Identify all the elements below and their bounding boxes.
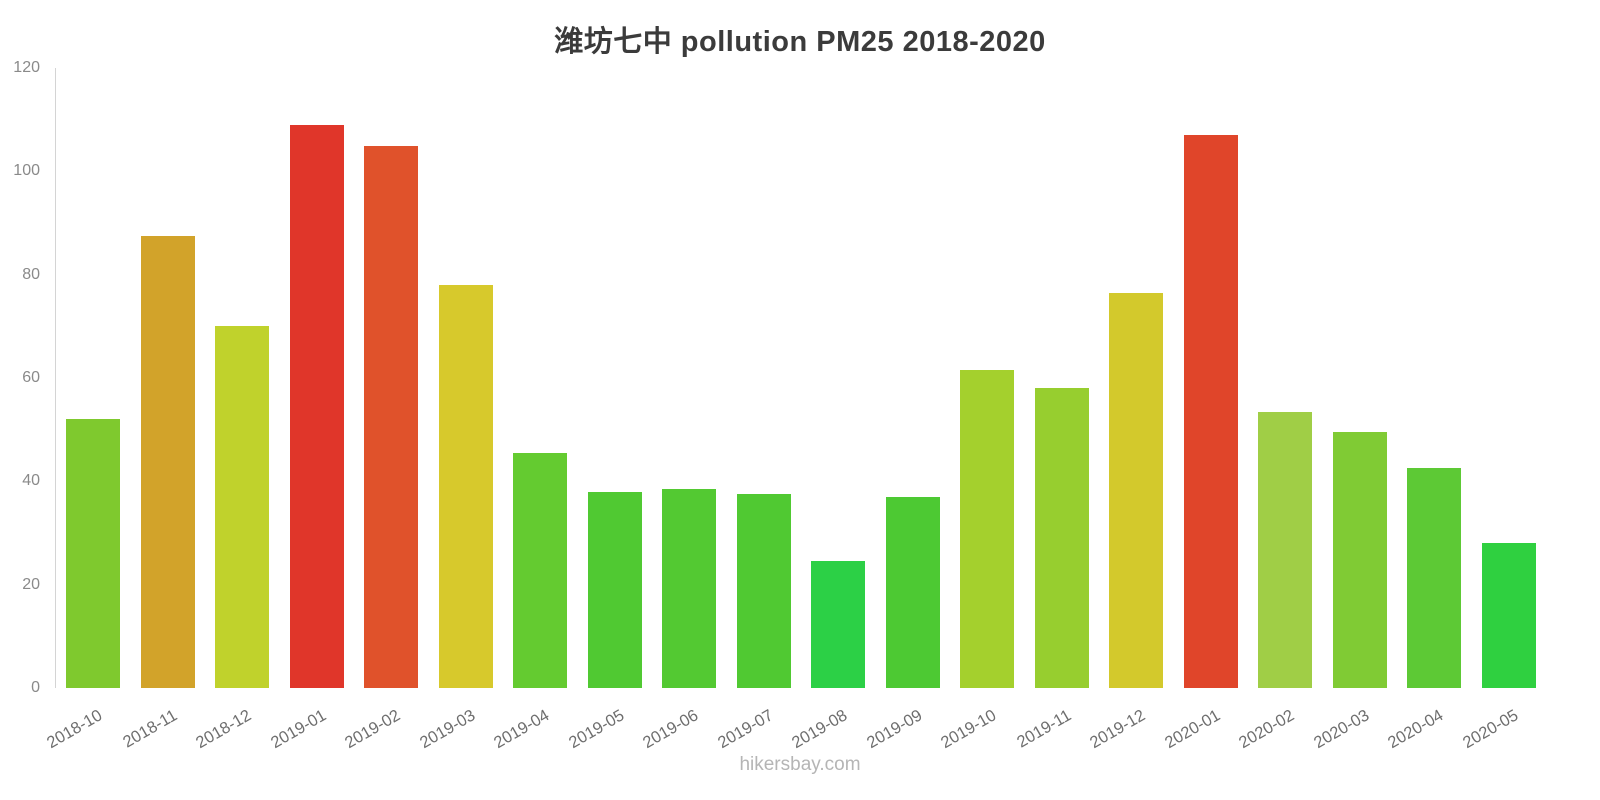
bar-2019-03[interactable] [439,285,493,688]
bar-2018-10[interactable] [66,419,120,688]
y-tick-label: 120 [13,59,40,76]
bar-2019-08[interactable] [811,561,865,688]
bar-2019-05[interactable] [588,491,642,688]
y-axis: 0 20 40 60 80 100 120 [0,60,48,696]
y-tick-label: 0 [31,679,40,696]
bar-2018-11[interactable] [141,235,195,688]
y-tick-label: 40 [22,472,40,490]
chart-title: 潍坊七中 pollution PM25 2018-2020 [554,26,1046,58]
bar-2019-11[interactable] [1035,388,1089,688]
bar-2019-04[interactable] [513,452,567,688]
bar-2019-10[interactable] [960,370,1014,688]
y-tick-label: 80 [22,265,40,283]
bar-2018-12[interactable] [215,326,269,688]
plot-area: 2018-10 2018-11 2018-12 2019-01 2019-02 2019-… [44,68,1546,752]
bar-2019-07[interactable] [737,494,791,688]
bar-2020-02[interactable] [1258,411,1312,688]
bar-2019-02[interactable] [364,145,418,688]
bar-2020-03[interactable] [1333,432,1387,688]
bar-2019-12[interactable] [1109,292,1163,688]
watermark-text: hikersbay.com [739,754,861,775]
y-tick-label: 100 [13,162,40,180]
bar-2020-04[interactable] [1407,468,1461,688]
bar-2019-01[interactable] [290,124,344,688]
y-tick-label: 60 [22,369,40,386]
bar-2019-09[interactable] [886,496,940,688]
bar-2020-05[interactable] [1482,543,1536,688]
bar-2020-01[interactable] [1184,135,1238,688]
y-tick-label: 20 [22,575,40,593]
bar-2019-06[interactable] [662,489,716,688]
